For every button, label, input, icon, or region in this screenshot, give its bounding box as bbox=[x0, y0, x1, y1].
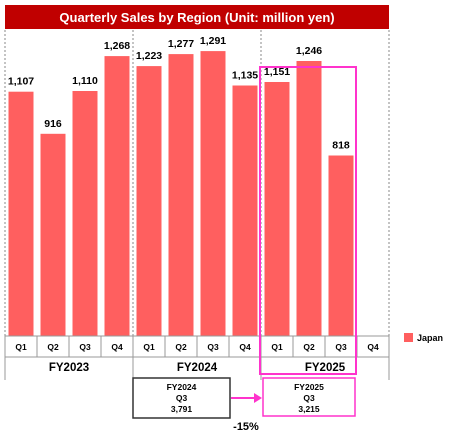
value-label-3: 1,268 bbox=[104, 40, 130, 52]
group-label-0: FY2023 bbox=[49, 362, 89, 374]
bar-1 bbox=[40, 133, 66, 336]
bar-6 bbox=[200, 51, 226, 336]
tick-label-9: Q2 bbox=[303, 342, 315, 352]
comparison-left-box: FY2024 Q3 3,791 bbox=[132, 377, 231, 419]
right-box-quarter: Q3 bbox=[303, 393, 315, 403]
legend-label-japan: Japan bbox=[417, 333, 443, 343]
tick-label-1: Q2 bbox=[47, 342, 59, 352]
legend: Japan bbox=[404, 333, 443, 343]
fiscal-year-labels: FY2023 FY2024 FY2025 bbox=[49, 362, 346, 374]
comparison-arrow bbox=[231, 393, 262, 403]
group-label-2: FY2025 bbox=[305, 362, 346, 374]
bar-8 bbox=[264, 82, 290, 336]
tick-label-2: Q3 bbox=[79, 342, 91, 352]
value-label-9: 1,246 bbox=[296, 45, 322, 57]
value-label-7: 1,135 bbox=[232, 70, 258, 82]
value-label-5: 1,277 bbox=[168, 38, 194, 50]
bar-7 bbox=[232, 85, 258, 336]
change-percentage: -15% bbox=[233, 421, 259, 433]
tick-label-4: Q1 bbox=[143, 342, 155, 352]
fy2025-highlight-box bbox=[259, 66, 357, 375]
tick-label-11: Q4 bbox=[367, 342, 379, 352]
bar-5 bbox=[168, 54, 194, 336]
chart-title: Quarterly Sales by Region (Unit: million… bbox=[59, 10, 334, 25]
value-label-2: 1,110 bbox=[72, 75, 98, 87]
value-label-8: 1,151 bbox=[264, 66, 290, 78]
group-label-1: FY2024 bbox=[177, 362, 218, 374]
left-box-value: 3,791 bbox=[171, 404, 193, 414]
x-tick-labels: Q1 Q2 Q3 Q4 Q1 Q2 Q3 Q4 Q1 Q2 Q3 Q4 bbox=[15, 342, 379, 352]
bar-0 bbox=[8, 91, 34, 336]
value-label-1: 916 bbox=[44, 118, 62, 130]
legend-swatch-japan bbox=[404, 333, 413, 342]
left-box-quarter: Q3 bbox=[176, 393, 188, 403]
right-box-year: FY2025 bbox=[294, 382, 324, 392]
tick-label-5: Q2 bbox=[175, 342, 187, 352]
tick-label-6: Q3 bbox=[207, 342, 219, 352]
tick-label-0: Q1 bbox=[15, 342, 27, 352]
bar-9 bbox=[296, 61, 322, 336]
bar-4 bbox=[136, 66, 162, 336]
tick-label-8: Q1 bbox=[271, 342, 283, 352]
right-box-value: 3,215 bbox=[298, 404, 320, 414]
tick-label-7: Q4 bbox=[239, 342, 251, 352]
comparison-right-box: FY2025 Q3 3,215 bbox=[262, 377, 356, 417]
value-label-4: 1,223 bbox=[136, 50, 162, 62]
bar-2 bbox=[72, 91, 98, 336]
left-box-year: FY2024 bbox=[167, 382, 197, 392]
tick-label-10: Q3 bbox=[335, 342, 347, 352]
tick-label-3: Q4 bbox=[111, 342, 123, 352]
value-label-0: 1,107 bbox=[8, 76, 34, 88]
value-labels: 1,107 916 1,110 1,268 1,223 1,277 1,291 1,135 1,… bbox=[8, 35, 350, 151]
bar-3 bbox=[104, 56, 130, 336]
value-label-10: 818 bbox=[332, 140, 350, 152]
value-label-6: 1,291 bbox=[200, 35, 226, 47]
bar-10 bbox=[328, 155, 354, 336]
bar-series-japan bbox=[8, 51, 354, 336]
chart-title-bar bbox=[5, 5, 389, 29]
